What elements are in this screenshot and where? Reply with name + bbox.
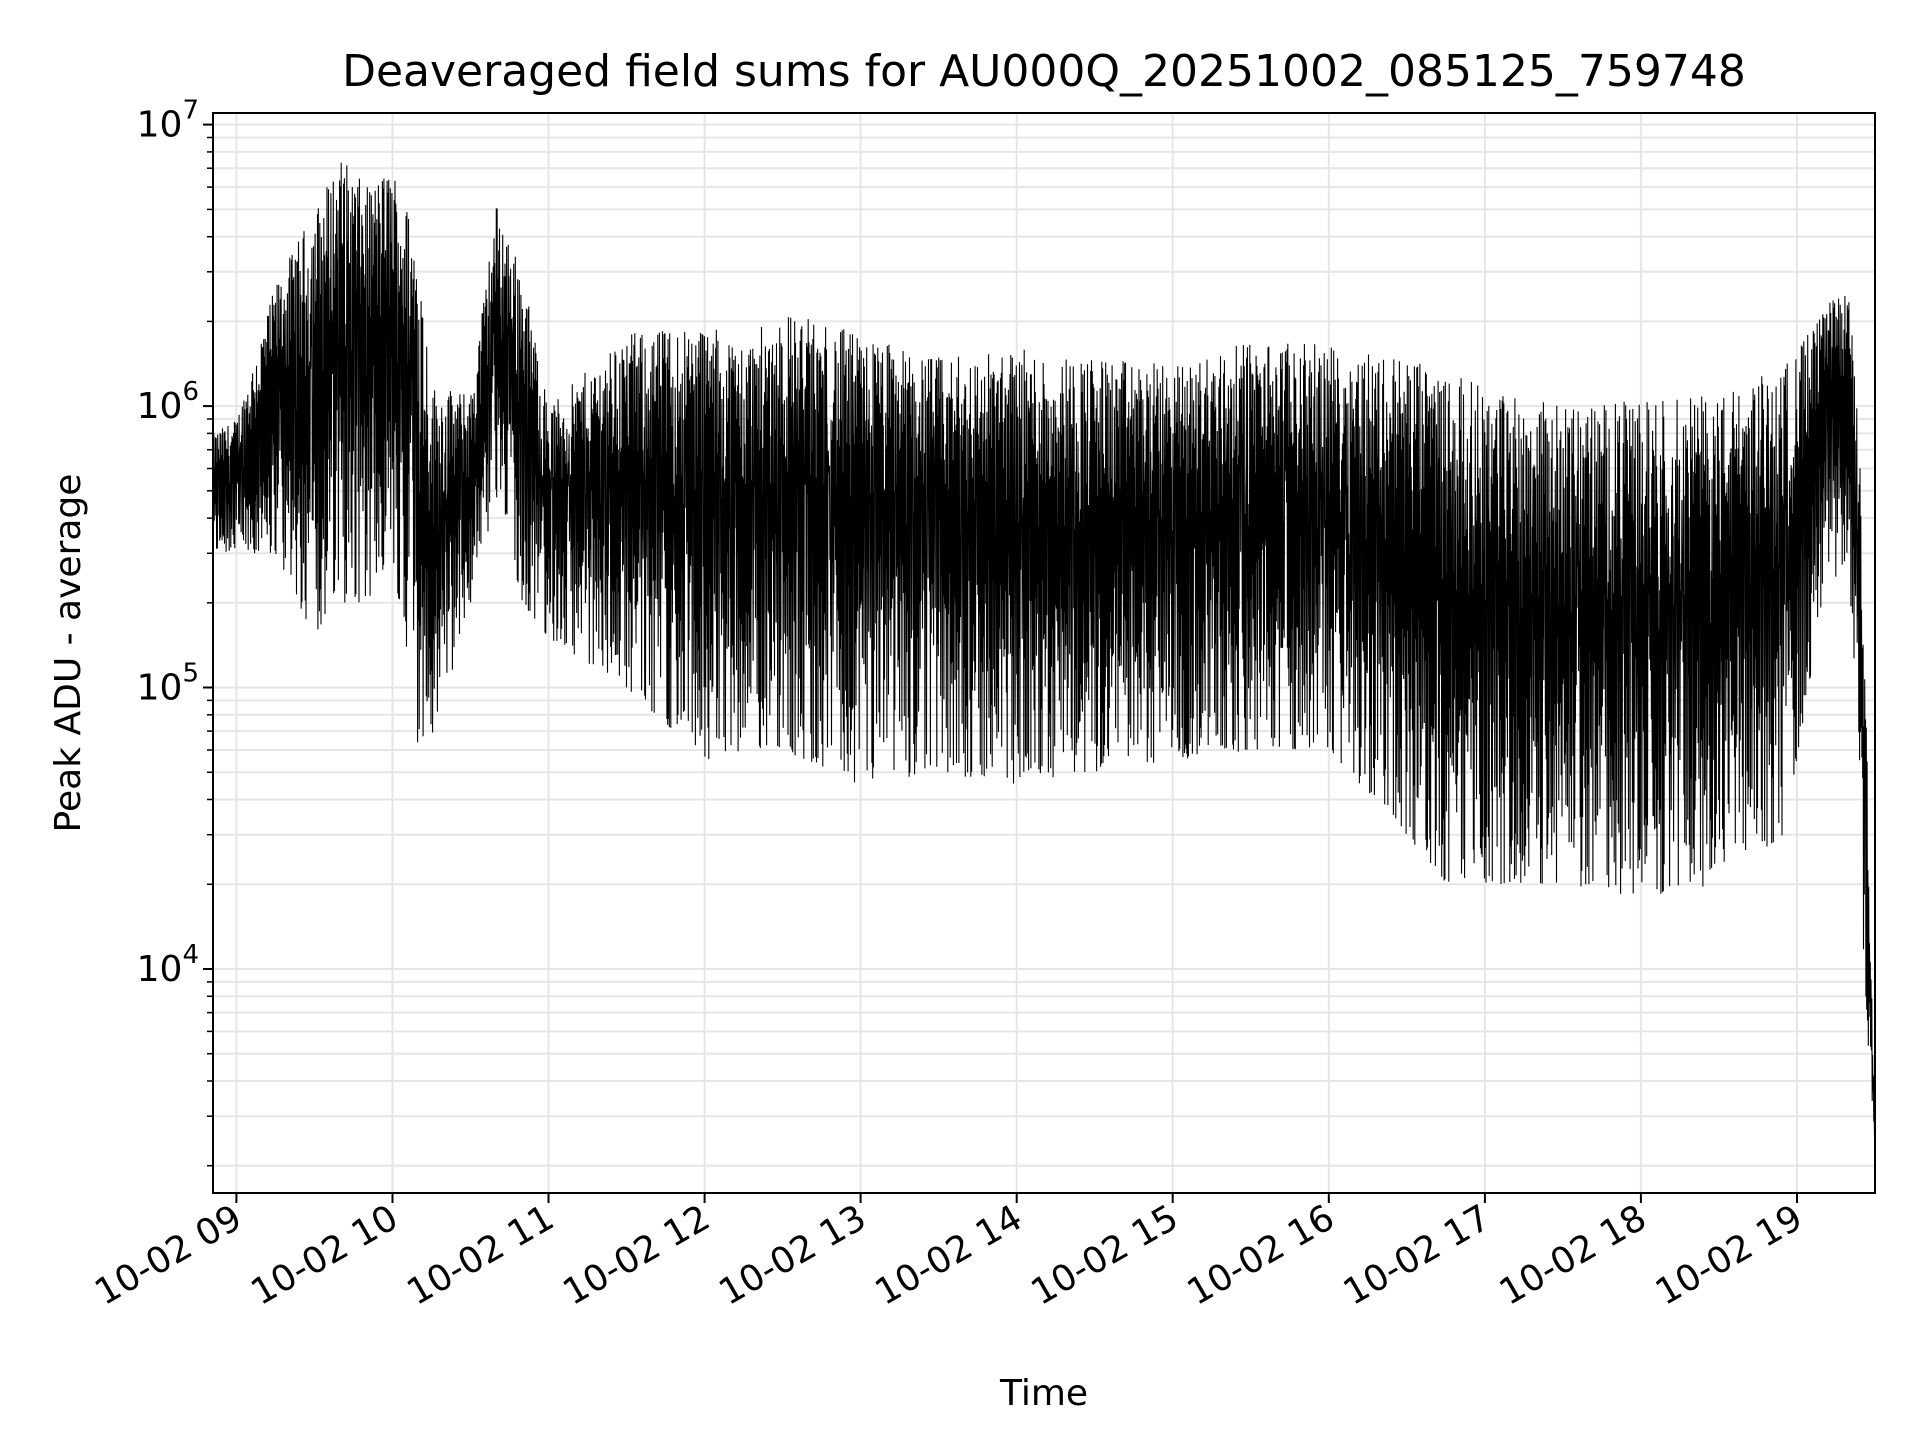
y-axis-label: Peak ADU - average bbox=[48, 474, 89, 833]
x-tick-label: 10-02 11 bbox=[400, 1197, 561, 1313]
x-tick-label: 10-02 17 bbox=[1337, 1197, 1498, 1313]
x-axis-label: Time bbox=[999, 1373, 1088, 1414]
x-tick-label: 10-02 13 bbox=[712, 1197, 873, 1313]
x-tick-label: 10-02 12 bbox=[556, 1197, 717, 1313]
y-tick-label: 104 bbox=[137, 940, 199, 990]
y-tick-label: 106 bbox=[137, 377, 199, 427]
x-tick-label: 10-02 15 bbox=[1025, 1197, 1186, 1313]
x-tick-label: 10-02 16 bbox=[1181, 1197, 1342, 1313]
x-tick-label: 10-02 10 bbox=[244, 1197, 405, 1313]
plot-frame bbox=[212, 112, 1876, 1194]
x-tick-label: 10-02 09 bbox=[88, 1197, 249, 1313]
y-tick-label: 107 bbox=[137, 96, 199, 146]
major-gridlines bbox=[213, 113, 1875, 1193]
x-tick-label: 10-02 18 bbox=[1493, 1197, 1654, 1313]
series-line bbox=[212, 162, 1876, 1149]
y-axis-ticks: 104 105 106 107 bbox=[137, 96, 213, 1167]
x-tick-label: 10-02 19 bbox=[1649, 1197, 1810, 1313]
x-tick-label: 10-02 14 bbox=[869, 1197, 1030, 1313]
y-tick-label: 105 bbox=[137, 659, 199, 709]
chart-title: Deaveraged field sums for AU000Q_2025100… bbox=[342, 46, 1746, 97]
